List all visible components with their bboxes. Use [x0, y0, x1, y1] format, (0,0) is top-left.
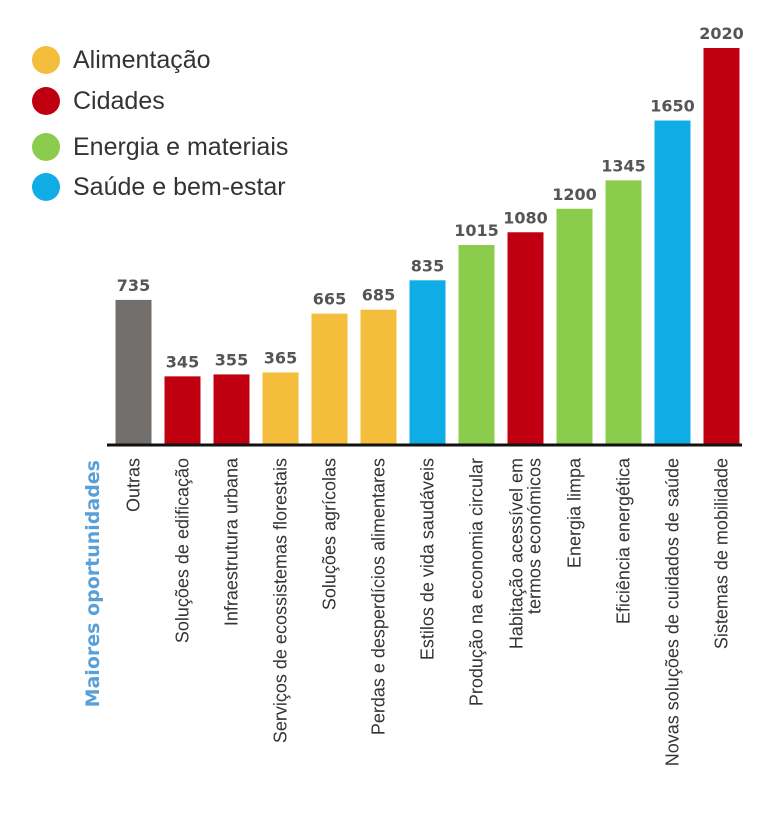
legend-swatch-4 [32, 173, 60, 201]
bar-3 [214, 374, 250, 444]
value-label-10: 1200 [552, 185, 597, 204]
bar-6 [361, 310, 397, 444]
bar-5 [312, 314, 348, 444]
tick-label-2: Soluções de edificação [173, 458, 193, 643]
tick-label-8: Produção na economia circular [467, 458, 487, 706]
bar-9 [508, 232, 544, 444]
value-label-7: 835 [411, 256, 444, 275]
value-label-11: 1345 [601, 156, 646, 175]
tick-label-10: Energia limpa [565, 457, 585, 568]
legend-label-1: Alimentação [73, 46, 211, 74]
value-label-1: 735 [117, 276, 150, 295]
value-label-9: 1080 [503, 208, 548, 227]
legend-swatch-3 [32, 133, 60, 161]
tick-label-5: Soluções agrícolas [320, 458, 340, 610]
value-label-5: 665 [313, 290, 346, 309]
bar-10 [557, 209, 593, 444]
tick-label-12: Novas soluções de cuidados de saúde [663, 458, 683, 766]
value-label-12: 1650 [650, 97, 695, 116]
tick-label-6: Perdas e desperdícios alimentares [369, 458, 389, 735]
tick-label-1: Outras [124, 458, 144, 512]
bar-4 [263, 372, 299, 444]
value-label-13: 2020 [699, 24, 744, 43]
legend-label-2: Cidades [73, 87, 165, 115]
bar-13 [704, 48, 740, 444]
x-axis-title: Maiores oportunidades [82, 460, 104, 707]
tick-label-4: Serviços de ecossistemas florestais [271, 458, 291, 743]
value-label-3: 355 [215, 350, 248, 369]
chart-legend: Alimentação Cidades Energia e materiais Saú… [32, 46, 288, 201]
tick-label-9: Habitação acessível emtermos económicos [507, 458, 545, 649]
tick-label-11: Eficiência energética [614, 457, 634, 624]
bar-11 [606, 180, 642, 444]
legend-label-4: Saúde e bem-estar [73, 173, 286, 201]
legend-swatch-1 [32, 46, 60, 74]
value-label-2: 345 [166, 352, 199, 371]
bar-7 [410, 280, 446, 444]
tick-label-13: Sistemas de mobilidade [712, 458, 732, 649]
value-label-6: 685 [362, 286, 395, 305]
bars-group [116, 48, 740, 444]
bar-2 [165, 376, 201, 444]
bar-8 [459, 245, 495, 444]
legend-label-3: Energia e materiais [73, 133, 288, 161]
tick-label-3: Infraestrutura urbana [222, 457, 242, 626]
tick-label-7: Estilos de vida saudáveis [418, 458, 438, 660]
value-label-8: 1015 [454, 221, 499, 240]
bar-1 [116, 300, 152, 444]
legend-swatch-2 [32, 87, 60, 115]
category-tick-labels: Outras Soluções de edificação Infraestrutu… [124, 457, 732, 766]
value-label-4: 365 [264, 348, 297, 367]
bar-12 [655, 121, 691, 444]
